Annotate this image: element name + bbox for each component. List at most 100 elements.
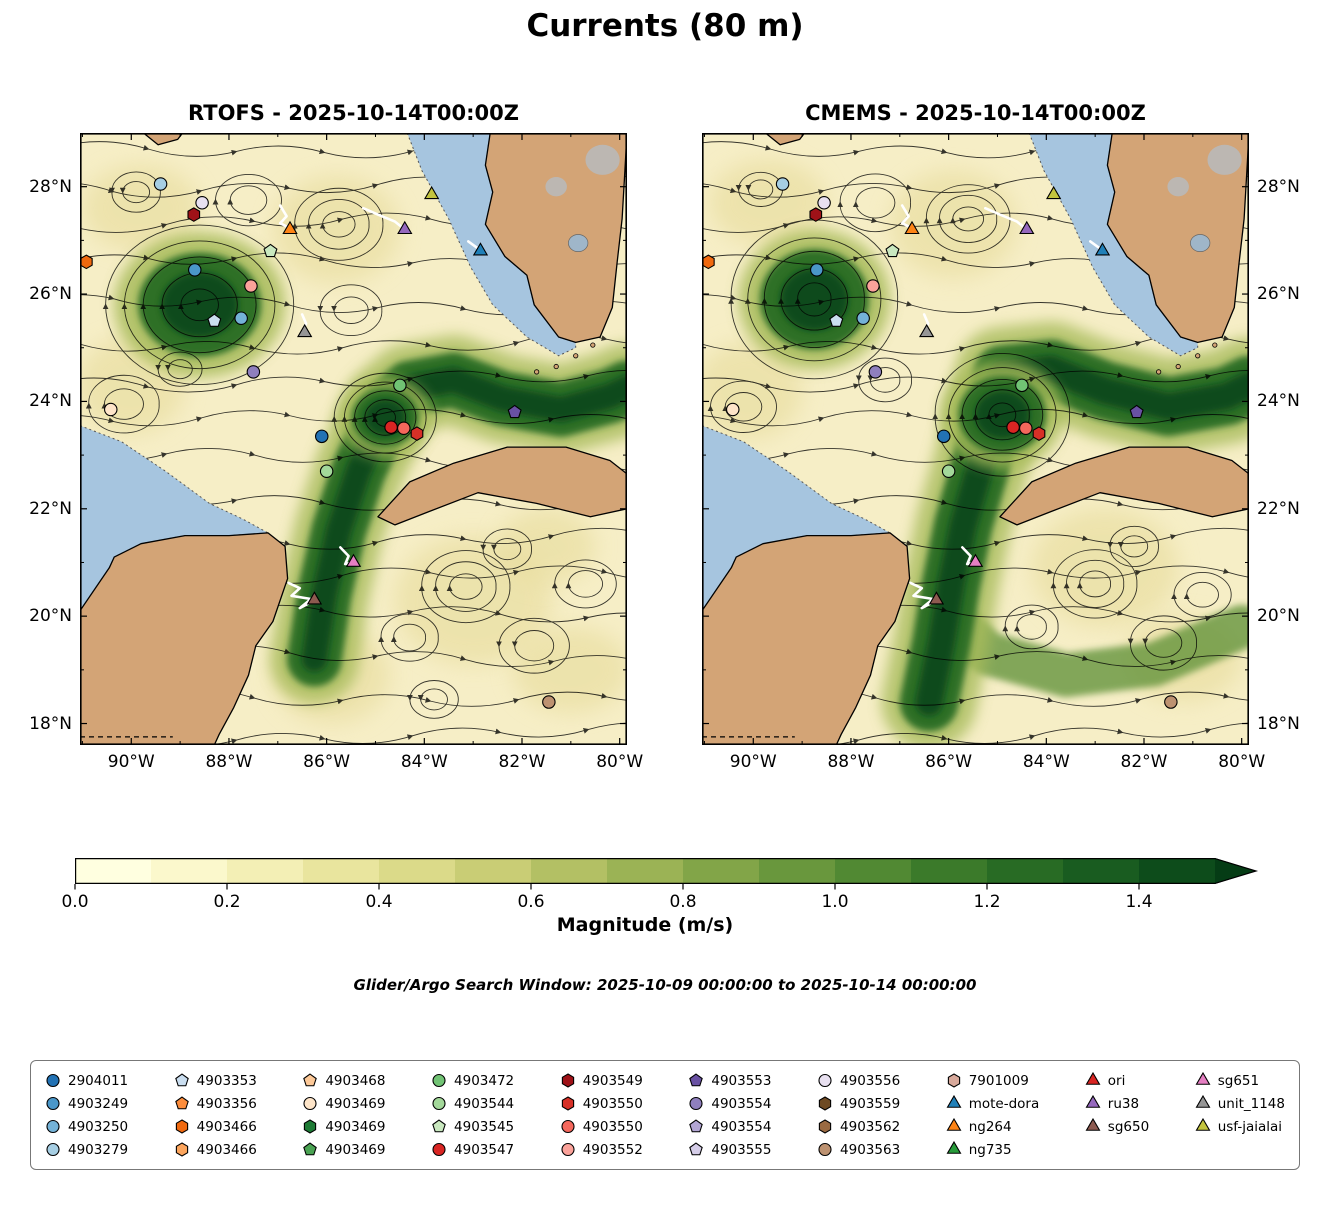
- colorbar-tick-label: 0.8: [669, 892, 696, 912]
- platform-marker-2904011: [937, 429, 951, 444]
- platform-marker-4903563: [1164, 695, 1178, 709]
- axis-tick-label: 86°W: [303, 752, 351, 772]
- legend-marker-circle-icon: [46, 1073, 60, 1088]
- platform-marker-2904011: [315, 429, 329, 444]
- colorbar-tick-label: 1.2: [973, 892, 1000, 912]
- legend-marker-hexagon-icon: [561, 1096, 574, 1111]
- axis-tick-label: 86°W: [925, 752, 973, 772]
- legend-marker-hexagon-icon: [175, 1142, 188, 1157]
- legend-item-label: 4903547: [454, 1141, 515, 1158]
- colorbar: 0.0 0.2 0.4 0.6 0.8 1.0 1.2 1.4: [61, 858, 1259, 912]
- legend-item-label: 4903472: [454, 1072, 515, 1089]
- legend-item-label: 4903469: [325, 1095, 386, 1112]
- platform-marker-4903554: [246, 365, 261, 379]
- platform-marker-4903250: [856, 311, 870, 325]
- axis-tick-label: 82°W: [498, 752, 546, 772]
- platform-marker-ru38: [397, 220, 413, 235]
- platform-marker-4903553: [507, 404, 522, 419]
- legend-item-label: 4903559: [840, 1095, 901, 1112]
- platform-marker-4903472: [1015, 378, 1029, 393]
- legend-item: ng735: [946, 1138, 1040, 1161]
- legend-marker-pentagon-icon: [689, 1073, 704, 1087]
- glider-track-ng264: [900, 204, 912, 229]
- legend-marker-pentagon-icon: [689, 1119, 704, 1133]
- axis-tick-label: 90°W: [107, 752, 155, 772]
- colorbar-tick-label: 0.0: [61, 892, 88, 912]
- colorbar-tick-label: 0.6: [517, 892, 544, 912]
- legend-marker-triangle-icon: [946, 1141, 962, 1154]
- axis-tick-label: 88°W: [827, 752, 875, 772]
- legend-item: 4903466: [174, 1115, 257, 1138]
- axis-tick-label: 80°W: [1218, 752, 1266, 772]
- platform-marker-4903556: [195, 196, 209, 210]
- legend-column: 2904011 4903249 4903250 4903279: [45, 1069, 128, 1161]
- legend-marker-pentagon-icon: [303, 1073, 318, 1087]
- legend-item-label: 4903469: [325, 1141, 386, 1158]
- platform-marker-sg650: [928, 591, 945, 605]
- legend-item: 4903554: [688, 1092, 771, 1115]
- legend-marker-circle-icon: [303, 1096, 317, 1111]
- platform-marker-ng264: [904, 220, 920, 235]
- platform-marker-4903549: [187, 207, 201, 222]
- platform-marker-4903279: [153, 177, 168, 191]
- platform-marker-4903544: [319, 464, 334, 478]
- legend-item-label: 4903544: [454, 1095, 515, 1112]
- legend-item-label: 4903553: [711, 1072, 772, 1089]
- legend-marker-circle-icon: [46, 1142, 60, 1157]
- axis-tick-label: 80°W: [596, 752, 644, 772]
- legend-item: 4903545: [431, 1115, 514, 1138]
- legend-item: 4903353: [174, 1069, 257, 1092]
- legend-item: 4903554: [688, 1115, 771, 1138]
- legend-marker-circle-icon: [432, 1096, 446, 1111]
- axis-tick-label: 84°W: [400, 752, 448, 772]
- legend-item-label: 4903279: [68, 1141, 129, 1158]
- legend-item: sg650: [1085, 1115, 1149, 1138]
- platform-marker-4903472: [393, 378, 407, 393]
- legend-item: 4903279: [45, 1138, 128, 1161]
- platform-marker-ng264: [282, 220, 298, 235]
- axis-tick-label: 20°N: [1257, 606, 1300, 627]
- platform-marker-mote-dora: [472, 242, 489, 256]
- search-window-caption: Glider/Argo Search Window: 2025-10-09 00…: [353, 976, 977, 994]
- legend-marker-circle-icon: [46, 1119, 60, 1134]
- legend-item-label: 4903550: [582, 1095, 643, 1112]
- platform-marker-4903547: [384, 420, 398, 434]
- legend-item: 4903555: [688, 1138, 771, 1161]
- platform-marker-sg651: [967, 553, 984, 567]
- legend-item: 4903469: [302, 1138, 385, 1161]
- platform-marker-4903353: [207, 313, 222, 327]
- legend-marker-hexagon-icon: [947, 1073, 960, 1088]
- platform-marker-4903249: [810, 263, 824, 277]
- legend-marker-triangle-icon: [1085, 1118, 1101, 1131]
- legend-item-label: 4903466: [196, 1118, 257, 1135]
- platform-marker-4903550: [410, 426, 424, 441]
- glider-track-mote-dora: [1089, 240, 1102, 250]
- platform-marker-4903556: [817, 196, 831, 210]
- legend-marker-pentagon-icon: [174, 1096, 189, 1110]
- legend-marker-circle-icon: [432, 1073, 446, 1088]
- legend-item: 4903472: [431, 1069, 514, 1092]
- platform-marker-4903552: [866, 279, 880, 293]
- legend-marker-hexagon-icon: [818, 1119, 832, 1134]
- legend-item-label: 4903550: [582, 1118, 643, 1135]
- platform-marker-4903550: [397, 421, 411, 436]
- axis-tick-label: 22°N: [29, 498, 72, 519]
- colorbar-label: Magnitude (m/s): [556, 914, 734, 936]
- legend-item: 4903549: [560, 1069, 643, 1092]
- platform-marker-4903563: [542, 695, 556, 709]
- legend-marker-hexagon-icon: [175, 1119, 188, 1134]
- legend-marker-triangle-icon: [1085, 1072, 1101, 1085]
- axis-tick-label: 90°W: [729, 752, 777, 772]
- legend-item: ori: [1085, 1069, 1149, 1092]
- legend-item-label: 4903469: [325, 1118, 386, 1135]
- axis-tick-label: 28°N: [29, 176, 72, 197]
- legend-marker-pentagon-icon: [432, 1119, 446, 1133]
- legend-item: 4903553: [688, 1069, 771, 1092]
- legend-item: 4903544: [431, 1092, 514, 1115]
- legend-marker-hexagon-icon: [304, 1119, 317, 1134]
- legend-marker-triangle-icon: [946, 1118, 962, 1131]
- legend-item-label: 4903563: [840, 1141, 901, 1158]
- legend-item-label: 4903353: [196, 1072, 257, 1089]
- legend-marker-triangle-icon: [1195, 1072, 1211, 1085]
